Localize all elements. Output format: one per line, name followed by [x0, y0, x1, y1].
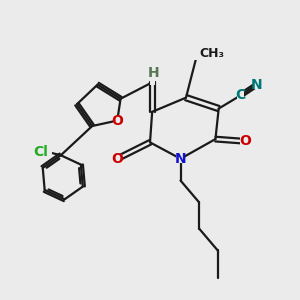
- Bar: [149, 80, 155, 85]
- Bar: [40, 148, 52, 157]
- Text: C: C: [236, 88, 246, 103]
- Text: N: N: [251, 78, 263, 92]
- Text: H: H: [148, 66, 160, 80]
- Bar: [188, 48, 203, 60]
- Text: CH₃: CH₃: [199, 46, 224, 59]
- Bar: [253, 80, 261, 89]
- Text: O: O: [239, 134, 251, 148]
- Text: O: O: [111, 114, 123, 128]
- Bar: [113, 116, 122, 125]
- Bar: [176, 154, 185, 164]
- Bar: [240, 136, 250, 146]
- Text: Cl: Cl: [33, 145, 48, 159]
- Bar: [112, 154, 122, 164]
- Text: O: O: [111, 152, 123, 166]
- Text: N: N: [175, 152, 186, 166]
- Bar: [237, 92, 244, 100]
